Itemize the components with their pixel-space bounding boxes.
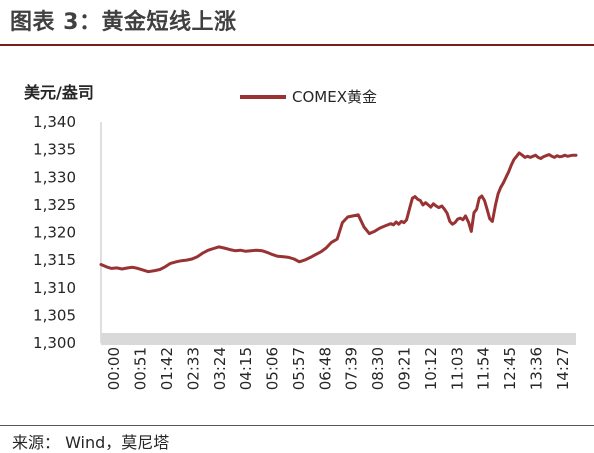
y-tick-label: 1,320 xyxy=(33,224,76,242)
x-tick-label: 14:27 xyxy=(554,347,572,390)
x-tick-label: 12:45 xyxy=(501,347,519,390)
series-line-comex-gold xyxy=(99,151,578,274)
y-tick-label: 1,325 xyxy=(33,196,76,214)
y-tick-label: 1,305 xyxy=(33,306,76,324)
legend: COMEX黄金 xyxy=(240,88,377,106)
x-tick-label: 01:42 xyxy=(158,347,176,390)
y-tick-label: 1,335 xyxy=(33,141,76,159)
x-tick-label: 06:48 xyxy=(316,347,334,390)
x-tick-label: 09:21 xyxy=(395,347,413,390)
x-tick-label: 13:36 xyxy=(527,347,545,390)
y-tick-label: 1,330 xyxy=(33,168,76,186)
y-tick-label: 1,300 xyxy=(33,334,76,352)
y-axis-label: 美元/盎司 xyxy=(24,83,94,102)
x-tick-label: 07:39 xyxy=(343,347,361,390)
y-tick-label: 1,340 xyxy=(33,113,76,131)
y-tick-label: 1,310 xyxy=(33,279,76,297)
x-tick-label: 11:54 xyxy=(475,347,493,390)
x-tick-label: 03:24 xyxy=(211,347,229,390)
y-ticks: 1,300 1,305 1,310 1,315 1,320 1,325 1,330 1,335… xyxy=(33,113,76,352)
source-note: 来源： Wind，莫尼塔 xyxy=(12,433,170,452)
x-tick-label: 00:51 xyxy=(132,347,150,390)
line-chart: 美元/盎司 COMEX黄金 1,3001,3051,3101,3151,3201… xyxy=(24,83,578,390)
x-tick-label: 05:57 xyxy=(290,347,308,390)
figure-title: 图表 3：黄金短线上涨 xyxy=(10,10,237,35)
x-tick-label: 00:00 xyxy=(105,347,123,390)
x-ticks: 00:00 00:51 01:42 02:33 03:24 04:15 05:06 05:57… xyxy=(105,347,572,390)
y-tick-label: 1,315 xyxy=(33,251,76,269)
x-axis-band xyxy=(101,333,576,345)
title-rule xyxy=(0,44,594,46)
x-tick-label: 04:15 xyxy=(237,347,255,390)
x-tick-label: 11:03 xyxy=(448,347,466,390)
x-tick-label: 05:06 xyxy=(264,347,282,390)
x-tick-label: 02:33 xyxy=(184,347,202,390)
x-tick-label: 10:12 xyxy=(422,347,440,390)
legend-label: COMEX黄金 xyxy=(292,88,377,106)
x-tick-label: 08:30 xyxy=(369,347,387,390)
source-rule xyxy=(0,425,594,426)
